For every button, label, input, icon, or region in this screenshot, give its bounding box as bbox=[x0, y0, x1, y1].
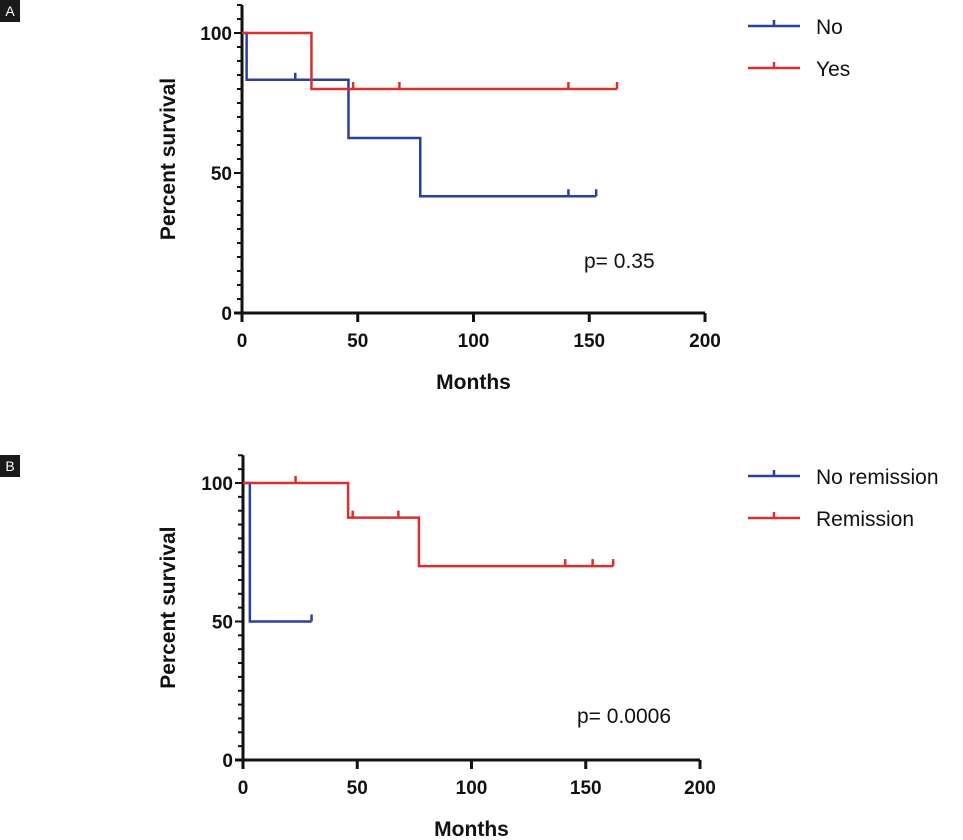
x-tick-label: 50 bbox=[347, 778, 368, 799]
x-tick-label: 0 bbox=[238, 778, 249, 799]
y-tick-label: 0 bbox=[221, 304, 232, 325]
panel-label: B bbox=[5, 458, 14, 474]
y-tick-label: 100 bbox=[200, 24, 232, 45]
x-tick-label: 150 bbox=[573, 331, 605, 352]
legend-label: Yes bbox=[816, 58, 850, 81]
panel-label-box bbox=[0, 455, 20, 477]
legend-label: No bbox=[816, 16, 843, 39]
panel-label-box bbox=[0, 0, 20, 22]
survival-curve-no-remission bbox=[243, 481, 312, 623]
p-value-annotation: p= 0.35 bbox=[584, 250, 655, 273]
x-tick-label: 0 bbox=[237, 331, 248, 352]
p-value-annotation: p= 0.0006 bbox=[577, 705, 671, 728]
legend-label: Remission bbox=[816, 508, 914, 531]
y-tick-label: 50 bbox=[212, 613, 233, 634]
survival-curve-yes bbox=[242, 31, 618, 91]
panel-b: B 0 50 100 0 50 100 150 200 Months Percent surviva… bbox=[0, 454, 939, 840]
y-tick-label: 100 bbox=[201, 474, 233, 495]
x-tick-label: 50 bbox=[347, 331, 368, 352]
y-axis-label: Percent survival bbox=[157, 527, 180, 689]
survival-curve-no bbox=[242, 31, 597, 198]
x-tick-label: 150 bbox=[570, 778, 602, 799]
x-axis-label: Months bbox=[434, 818, 509, 840]
x-tick-label: 200 bbox=[684, 778, 716, 799]
legend-label: No remission bbox=[816, 466, 939, 489]
y-axis-label: Percent survival bbox=[157, 78, 180, 240]
x-axis-label: Months bbox=[436, 371, 511, 394]
y-tick-label: 0 bbox=[222, 751, 233, 772]
panel-label: A bbox=[5, 3, 15, 19]
y-tick-label: 50 bbox=[211, 164, 232, 185]
panel-a: A 0 50 100 0 50 100 150 200 Months Percent surviva… bbox=[0, 0, 850, 394]
x-tick-label: 200 bbox=[689, 331, 721, 352]
x-tick-label: 100 bbox=[458, 331, 490, 352]
survival-curve-remission bbox=[243, 481, 614, 568]
x-tick-label: 100 bbox=[456, 778, 488, 799]
